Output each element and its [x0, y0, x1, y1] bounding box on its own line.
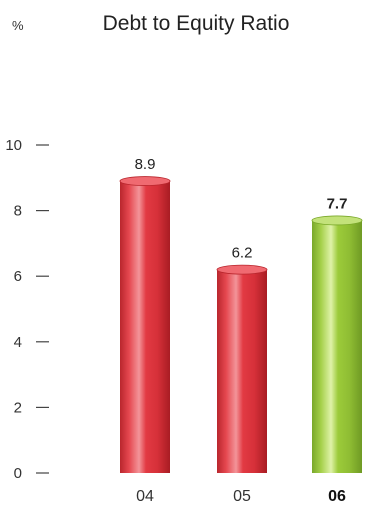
y-tick-label: 8: [14, 203, 22, 220]
unit-label: %: [12, 18, 24, 33]
y-tick-label: 6: [14, 268, 22, 285]
y-tick-label: 0: [14, 465, 22, 482]
bar-cap: [216, 264, 268, 275]
x-tick-label: 05: [233, 488, 251, 505]
value-label: 6.2: [232, 245, 253, 262]
bar-group: 6.2 05: [216, 245, 268, 505]
y-tick-label: 4: [14, 334, 22, 351]
y-tick-label: 10: [5, 137, 22, 154]
x-tick-label: 04: [136, 488, 154, 505]
bar: [312, 220, 362, 473]
bars: 8.9 04 6.2 05 7.7 06: [119, 156, 363, 505]
bar-cap: [311, 215, 363, 226]
value-label: 8.9: [135, 156, 156, 173]
bar: [120, 181, 170, 473]
chart-title: Debt to Equity Ratio: [103, 12, 290, 35]
y-tick-label: 2: [14, 399, 22, 416]
bar-group: 7.7 06: [311, 195, 363, 505]
x-tick-label: 06: [328, 488, 346, 505]
value-label: 7.7: [327, 195, 348, 212]
bar: [217, 269, 267, 473]
bar-cap: [119, 176, 171, 186]
bar-group: 8.9 04: [119, 156, 171, 505]
y-axis: 0 2 4 6 8 10: [5, 137, 49, 482]
